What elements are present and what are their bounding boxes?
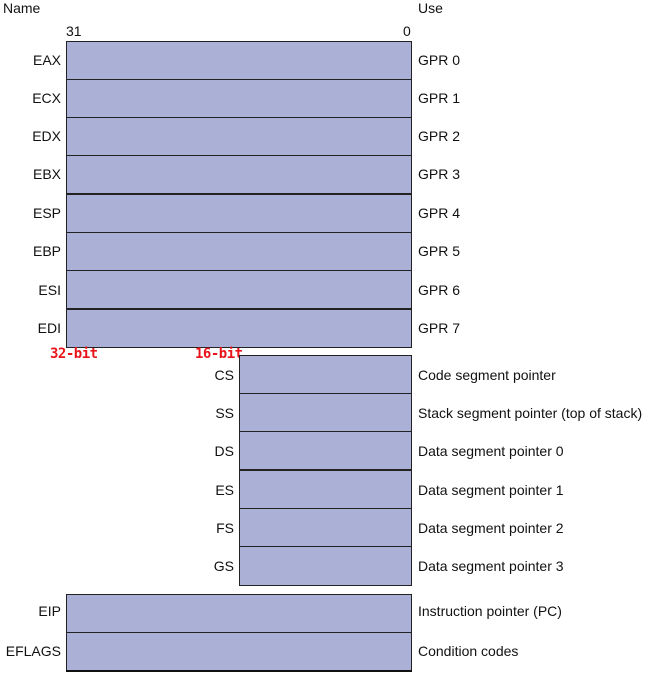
register-name-eflags: EFLAGS [5,643,61,659]
register-name-esi: ESI [38,282,61,298]
name-column-header: Name [3,0,41,16]
register-use-ss: Stack segment pointer (top of stack) [418,405,643,421]
use-column-header: Use [418,0,443,16]
register-use-ebx: GPR 3 [418,166,461,182]
register-name-es: ES [215,482,234,498]
register-box-ss [239,393,412,432]
register-name-ebp: EBP [32,243,61,259]
register-name-esp: ESP [32,205,61,221]
register-use-gs: Data segment pointer 3 [418,558,564,574]
register-name-eip: EIP [38,603,61,619]
register-use-eax: GPR 0 [418,52,461,68]
register-use-ds: Data segment pointer 0 [418,443,564,459]
register-use-fs: Data segment pointer 2 [418,520,564,536]
register-name-fs: FS [216,520,234,536]
register-name-ss: SS [215,405,234,421]
register-box-cs [239,355,412,394]
register-name-edi: EDI [37,320,61,333]
register-box-eflags [66,632,412,671]
register-use-esp: GPR 4 [418,205,461,221]
register-name-cs: CS [214,367,234,383]
register-name-ecx: ECX [32,90,61,106]
width-label-32-bit: 32-bit [50,346,98,362]
register-use-esi: GPR 6 [418,282,461,298]
register-box-esi [66,270,412,309]
register-box-esp [66,194,412,233]
register-name-gs: GS [213,558,234,574]
register-box-ebp [66,232,412,271]
register-use-ecx: GPR 1 [418,90,461,106]
register-use-eflags: Condition codes [418,643,519,659]
register-box-fs [239,508,412,547]
register-use-cs: Code segment pointer [418,367,556,383]
register-box-ds [239,431,412,470]
register-use-eip: Instruction pointer (PC) [418,603,562,619]
bit-0-label: 0 [403,23,411,39]
register-box-es [239,470,412,509]
bit-31-label: 31 [66,23,82,39]
width-label-16-bit: 16-bit [195,346,243,362]
register-box-eip [66,594,412,633]
register-box-edi [66,309,412,348]
register-use-edi: GPR 7 [418,320,461,333]
register-box-eax [66,41,412,80]
register-name-ds: DS [214,443,234,459]
register-use-ebp: GPR 5 [418,243,461,259]
register-use-edx: GPR 2 [418,128,461,144]
register-box-gs [239,546,412,586]
register-box-ebx [66,155,412,194]
register-box-edx [66,117,412,156]
register-use-es: Data segment pointer 1 [418,482,564,498]
register-box-ecx [66,79,412,118]
register-name-eax: EAX [32,52,61,68]
bottom-border-line [66,670,412,672]
register-name-ebx: EBX [32,166,61,182]
register-name-edx: EDX [32,128,61,144]
